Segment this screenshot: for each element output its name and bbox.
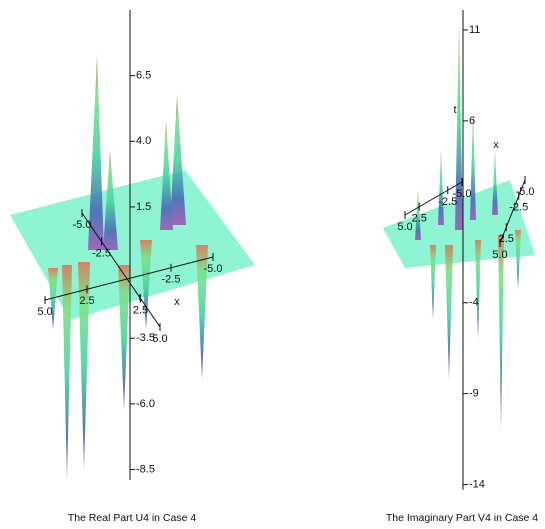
z-tick-label: -6.0 xyxy=(136,398,155,410)
z-tick-label: 11 xyxy=(469,24,480,36)
x-tick-label: -5.0 xyxy=(73,219,92,231)
x-tick-label: -2.5 xyxy=(92,247,111,259)
page: 6.54.01.5-3.5-6.0-8.5t-5.0-2.52.55.0x-5.… xyxy=(0,0,545,529)
t-tick-label: 5.0 xyxy=(37,306,52,318)
t-tick-label: -2.5 xyxy=(438,196,457,208)
z-tick-label: 1.5 xyxy=(136,201,151,213)
caption: The Real Part U4 in Case 4 xyxy=(68,512,197,524)
x-tick-label: 5.0 xyxy=(152,333,167,345)
z-tick-label: 6.5 xyxy=(136,70,151,82)
caption: The Imaginary Part V4 in Case 4 xyxy=(386,512,538,524)
z-tick-label: 6 xyxy=(469,115,475,127)
z-tick-label: -4 xyxy=(469,297,479,309)
x-tick-label: -2.5 xyxy=(509,202,528,214)
t-tick-label: -5.0 xyxy=(204,263,223,275)
z-tick-label: 4.0 xyxy=(136,135,151,147)
t-tick-label: 2.5 xyxy=(412,213,427,225)
t-axis-label: t xyxy=(453,104,456,116)
x-tick-label: 2.5 xyxy=(499,233,514,245)
t-tick-label: 2.5 xyxy=(79,295,94,307)
t-tick-label: -2.5 xyxy=(162,274,181,286)
z-tick-label: -8.5 xyxy=(136,463,155,475)
x-tick-label: 2.5 xyxy=(133,304,148,316)
t-tick-label: 5.0 xyxy=(397,221,412,233)
z-tick-label: -14 xyxy=(469,478,485,490)
x-axis-label: x xyxy=(493,139,499,151)
x-axis-label: x xyxy=(174,296,180,308)
z-tick-label: -9 xyxy=(469,388,479,400)
x-tick-label: 5.0 xyxy=(492,249,507,261)
